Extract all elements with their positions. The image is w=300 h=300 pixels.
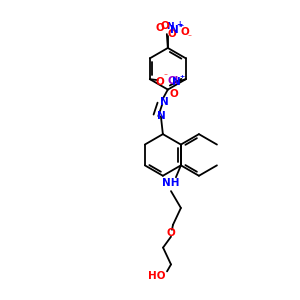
Text: O: O bbox=[180, 27, 189, 37]
Text: +: + bbox=[178, 23, 183, 28]
Text: O: O bbox=[156, 77, 164, 87]
Text: +: + bbox=[179, 74, 184, 79]
Text: O: O bbox=[169, 89, 178, 99]
Text: N: N bbox=[166, 22, 174, 31]
Text: N: N bbox=[170, 25, 179, 35]
Text: O: O bbox=[167, 228, 176, 238]
Text: O: O bbox=[155, 23, 164, 33]
Text: HO: HO bbox=[148, 271, 166, 281]
Text: +: + bbox=[177, 20, 183, 29]
Text: O: O bbox=[160, 21, 169, 31]
Text: N: N bbox=[172, 77, 180, 87]
Text: Cl: Cl bbox=[168, 76, 179, 86]
Text: ⁻: ⁻ bbox=[163, 72, 167, 81]
Text: N: N bbox=[160, 98, 169, 107]
Text: O: O bbox=[167, 29, 176, 39]
Text: N: N bbox=[157, 111, 165, 121]
Text: NH: NH bbox=[162, 178, 180, 188]
Text: ⁻: ⁻ bbox=[188, 33, 192, 42]
